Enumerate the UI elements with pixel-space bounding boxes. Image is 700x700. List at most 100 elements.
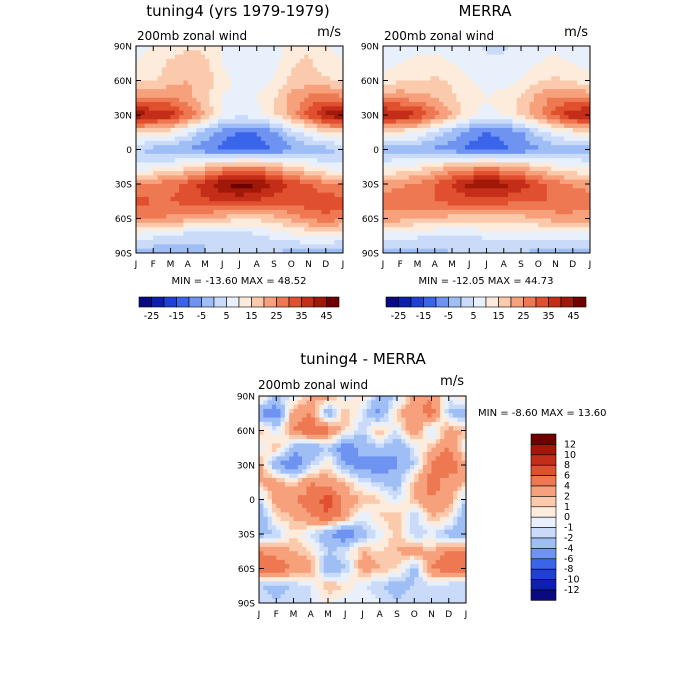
panel-model-cell: [157, 93, 163, 99]
panel-model-cell: [161, 84, 167, 90]
panel-model-cell: [209, 149, 215, 155]
panel-model-cell: [325, 205, 331, 211]
panel-merra-cell: [581, 102, 587, 107]
panel-model-cell: [213, 127, 219, 133]
panel-model-cell: [325, 123, 331, 129]
panel-merra-cell: [430, 80, 436, 86]
panel-model-cell: [312, 71, 318, 77]
panel-merra-cell: [439, 218, 444, 224]
panel-merra-cell: [417, 89, 423, 94]
panel-model-cell: [325, 50, 331, 56]
panel-model-cell: [144, 63, 150, 68]
panel-model-cell: [291, 192, 296, 198]
panel-merra-cell: [413, 93, 418, 99]
panel-merra-cell: [460, 171, 466, 176]
panel-merra-cell: [482, 140, 487, 146]
panel-model-cell: [187, 196, 193, 202]
panel-merra-cell: [551, 222, 556, 228]
panel-model-cell: [200, 80, 206, 86]
panel-model-cell: [213, 106, 219, 112]
panel-model-cell: [330, 244, 335, 250]
panel-model-cell: [230, 184, 236, 189]
panel-merra-cell: [508, 205, 513, 211]
panel-model-cell: [200, 89, 206, 94]
panel-merra-cell: [408, 188, 414, 194]
panel-model-xtick-label: M: [167, 260, 175, 270]
panel-model-cell: [153, 235, 158, 241]
panel-model-cell: [312, 123, 318, 129]
panel-model-cell: [282, 184, 288, 189]
panel-model-cell: [330, 80, 335, 86]
panel-model-cell: [256, 110, 262, 116]
panel-merra-cell: [585, 140, 591, 146]
panel-merra-cell: [426, 248, 431, 254]
panel-merra-title: MERRA: [459, 2, 513, 20]
panel-model-cell: [269, 214, 275, 219]
panel-merra-cell: [529, 248, 535, 254]
panel-merra-cell: [486, 80, 492, 86]
panel-model-cell: [200, 201, 206, 206]
panel-merra-cell: [456, 63, 462, 68]
panel-model-cell: [183, 231, 189, 237]
panel-model-cell: [330, 171, 335, 176]
panel-model-cell: [304, 184, 309, 189]
panel-merra-cell: [469, 184, 474, 189]
panel-diff-cell: [319, 400, 325, 406]
panel-model-cell: [166, 136, 171, 142]
panel-merra-cell: [473, 222, 479, 228]
panel-model-cell: [321, 97, 327, 103]
panel-model-legend-label: 5: [223, 311, 229, 322]
panel-merra-cell: [400, 231, 405, 237]
panel-merra-cell: [430, 136, 436, 142]
panel-model-cell: [295, 158, 301, 163]
panel-model-cell: [278, 76, 284, 81]
panel-model-cell: [205, 67, 210, 73]
panel-merra-cell: [443, 201, 449, 206]
panel-merra-cell: [551, 149, 556, 155]
panel-merra-cell: [516, 218, 522, 224]
panel-model-cell: [170, 188, 176, 194]
panel-model-cell: [295, 84, 301, 90]
panel-model-cell: [317, 222, 322, 228]
panel-merra-cell: [499, 184, 505, 189]
panel-model-cell: [226, 71, 232, 77]
panel-model-cell: [213, 214, 219, 219]
panel-merra-cell: [482, 175, 487, 181]
panel-model-cell: [196, 127, 202, 133]
panel-model-cell: [226, 209, 232, 215]
panel-diff-cell: [440, 396, 445, 401]
panel-model-cell: [235, 123, 240, 129]
panel-model-cell: [148, 188, 154, 194]
panel-merra-cell: [581, 184, 587, 189]
panel-model-cell: [278, 175, 284, 181]
panel-merra-cell: [387, 218, 393, 224]
panel-merra-cell: [404, 58, 410, 64]
panel-model-cell: [261, 89, 266, 94]
panel-merra-cell: [469, 106, 474, 112]
panel-merra-cell: [383, 67, 388, 73]
panel-model-cell: [148, 196, 154, 202]
panel-merra-cell: [400, 192, 405, 198]
panel-merra-cell: [477, 179, 483, 185]
panel-model-cell: [321, 158, 327, 163]
panel-merra-cell: [447, 71, 453, 77]
panel-model-cell: [226, 244, 232, 250]
panel-merra-cell: [413, 227, 418, 232]
panel-model-cell: [248, 93, 253, 99]
panel-model-cell: [230, 188, 236, 194]
panel-merra-cell: [508, 240, 513, 245]
panel-merra-cell: [538, 136, 543, 142]
panel-model-cell: [136, 115, 141, 120]
panel-model-cell: [153, 140, 158, 146]
panel-model-cell: [136, 67, 141, 73]
panel-merra-cell: [452, 231, 457, 237]
panel-model-cell: [274, 205, 279, 211]
panel-diff-cell: [388, 400, 394, 406]
panel-model-cell: [304, 84, 309, 90]
panel-merra-cell: [585, 58, 591, 64]
panel-merra-cell: [482, 166, 487, 172]
panel-merra-cell: [395, 209, 401, 215]
panel-model-cell: [304, 196, 309, 202]
panel-merra-cell: [529, 115, 535, 120]
panel-model-cell: [338, 196, 344, 202]
